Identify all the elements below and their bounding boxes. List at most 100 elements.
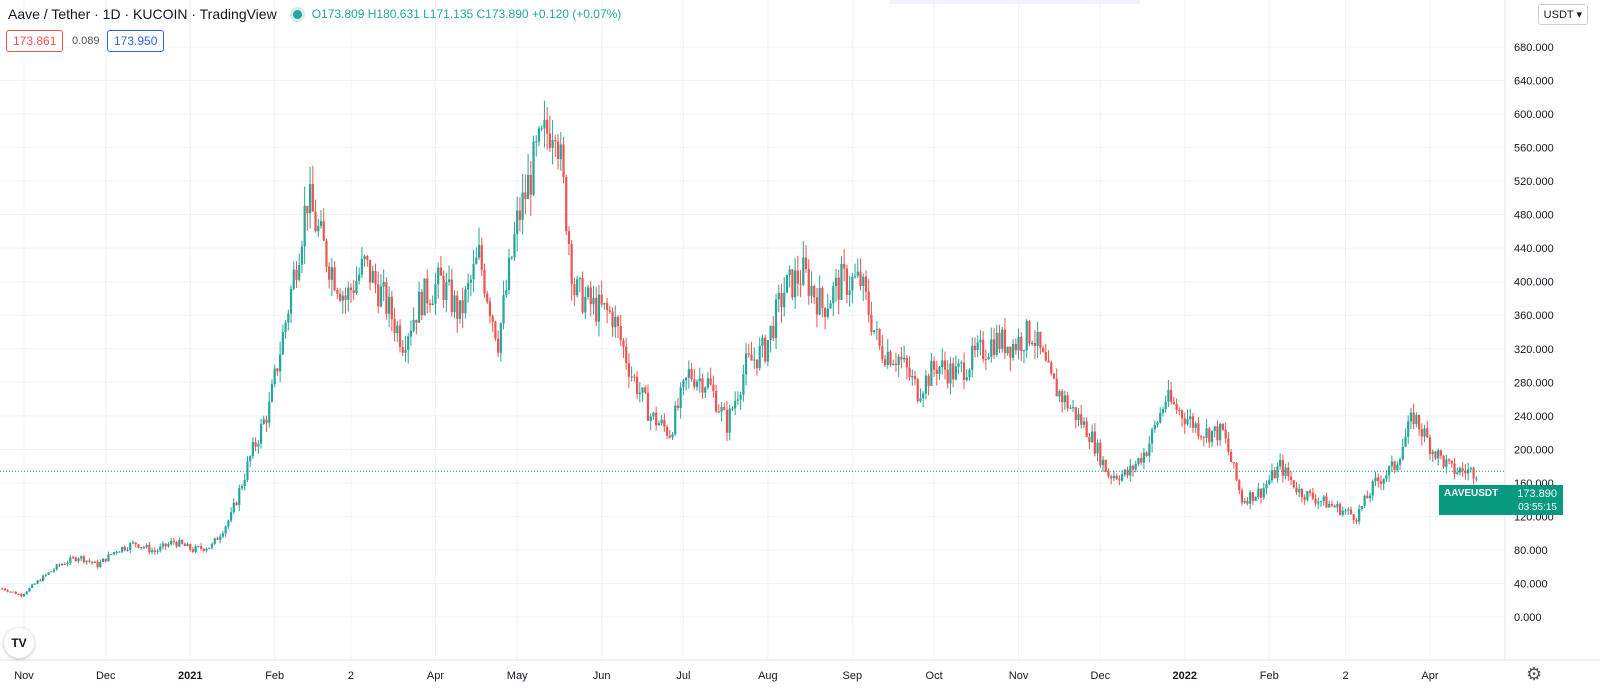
candle-body [104, 558, 107, 562]
candle-body [701, 378, 704, 393]
candle-body [505, 290, 508, 296]
candle-body [725, 409, 729, 433]
candle-body [556, 141, 560, 160]
candle-body [554, 140, 557, 142]
candle-body [1317, 501, 1320, 504]
candle-body [535, 141, 538, 143]
candle-body [96, 561, 99, 568]
candle-body [447, 279, 451, 283]
candle-body [257, 443, 260, 447]
candle-body [1126, 469, 1129, 476]
candle-body [840, 263, 843, 300]
candle-body [172, 540, 175, 543]
candle-body [1349, 509, 1353, 515]
candle-body [456, 295, 459, 319]
candle-body [480, 245, 483, 270]
candle-body [1009, 346, 1012, 358]
candle-body [1309, 491, 1312, 493]
candle-body [644, 387, 647, 393]
candle-body [101, 558, 105, 562]
candle-body [77, 558, 80, 561]
candle-body [1213, 426, 1216, 431]
x-tick-label: Sep [843, 670, 863, 682]
candle-body [486, 293, 489, 302]
candle-body [600, 294, 603, 305]
candle-body [417, 291, 421, 323]
candle-body [347, 287, 350, 300]
candle-body [382, 282, 385, 287]
x-tick-label: Dec [96, 670, 116, 682]
candle-body [93, 561, 96, 563]
candle-body [58, 564, 61, 566]
candle-body [1041, 347, 1045, 352]
top-toolbar-strip [890, 0, 1140, 4]
candle-body [200, 546, 203, 549]
y-tick-label: 600.000 [1514, 109, 1554, 121]
candle-body [1363, 495, 1366, 507]
candle-body [1, 588, 4, 590]
y-tick-label: 520.000 [1514, 176, 1554, 188]
candle-body [1377, 477, 1380, 482]
tradingview-logo[interactable]: TV [4, 628, 34, 658]
candle-body [576, 279, 579, 296]
candle-body [499, 323, 502, 353]
candle-body [799, 283, 802, 285]
candle-body [298, 264, 301, 280]
candle-body [573, 284, 576, 296]
candle-body [216, 538, 219, 540]
symbol-title[interactable]: Aave / Tether · 1D · KUCOIN · TradingVie… [8, 6, 277, 22]
candle-body [546, 119, 549, 134]
currency-select[interactable]: USDT ▾ [1537, 4, 1588, 25]
candle-body [516, 210, 519, 235]
candle-body [20, 594, 23, 597]
candle-body [22, 593, 26, 597]
candle-body [167, 543, 170, 547]
candle-body [641, 387, 644, 393]
candle-body [911, 375, 914, 378]
sell-button[interactable]: 173.861 [6, 30, 64, 52]
candle-body [1262, 487, 1265, 498]
candle-body [941, 360, 944, 368]
gear-icon[interactable]: ⚙ [1526, 664, 1543, 684]
candle-body [1355, 519, 1358, 522]
candle-body [309, 183, 312, 214]
candle-body [265, 419, 268, 423]
candle-body [766, 340, 769, 362]
candle-body [1039, 331, 1042, 348]
candle-body [1453, 463, 1456, 474]
candle-body [853, 275, 857, 277]
candle-body [747, 353, 750, 355]
candle-body [873, 330, 876, 332]
grid-lines [0, 0, 1505, 660]
candle-body [957, 363, 960, 367]
candle-body [25, 591, 28, 594]
candle-body [317, 225, 320, 232]
x-tick-label: Jul [676, 670, 690, 682]
candle-body [992, 339, 996, 355]
candle-body [728, 408, 731, 433]
y-tick-label: 440.000 [1514, 243, 1554, 255]
candle-body [1093, 431, 1096, 454]
x-tick-label: Feb [1260, 670, 1279, 682]
candle-body [1456, 472, 1459, 474]
candle-body [693, 379, 696, 387]
x-tick-label: Apr [427, 670, 444, 682]
candle-body [1186, 419, 1189, 425]
buy-button[interactable]: 173.950 [107, 30, 165, 52]
candle-body [189, 544, 192, 550]
candle-body [314, 211, 317, 232]
candle-body [1303, 497, 1306, 500]
candle-body [415, 319, 418, 323]
candle-body [646, 392, 650, 421]
candle-body [984, 359, 987, 361]
candle-body [388, 296, 391, 314]
candle-body [52, 569, 56, 572]
candle-body [764, 337, 767, 362]
candle-body [31, 584, 34, 588]
candle-body [1107, 471, 1110, 477]
candle-body [736, 399, 739, 401]
candles [1, 100, 1478, 598]
candle-body [1101, 459, 1105, 466]
candle-body [856, 271, 859, 276]
